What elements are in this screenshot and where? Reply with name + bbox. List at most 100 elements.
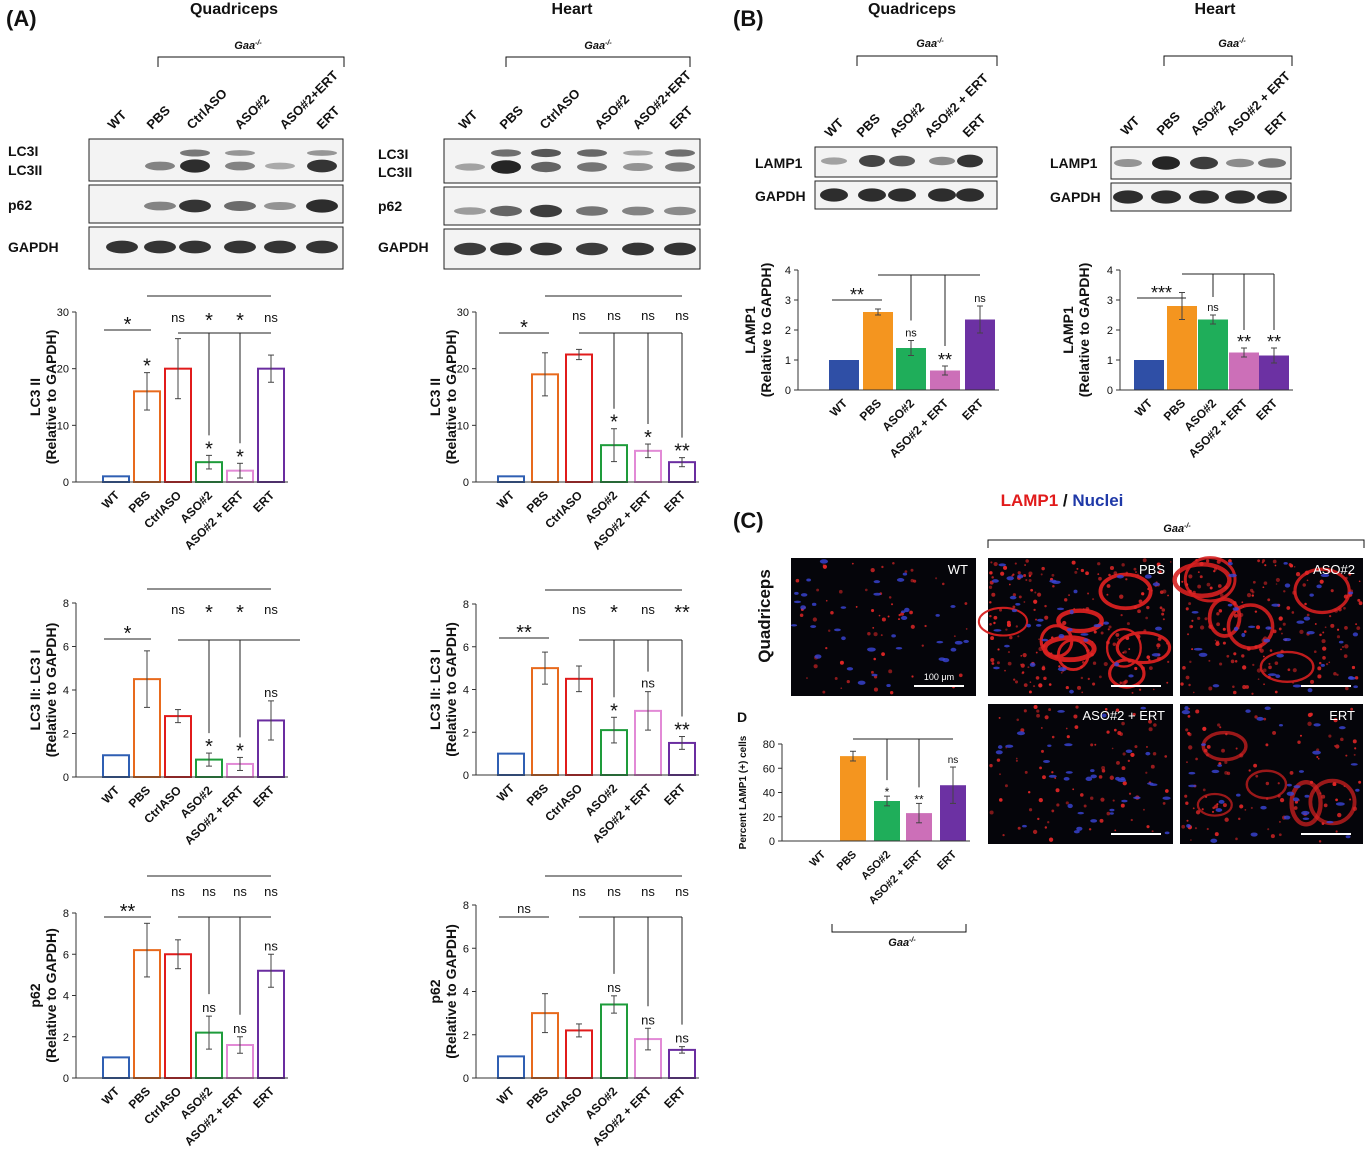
blot-band — [623, 150, 653, 156]
lamp1-puncta — [1216, 622, 1221, 627]
y-tick-label: 2 — [63, 729, 69, 741]
lamp1-puncta — [1316, 755, 1319, 759]
lamp1-puncta — [1044, 604, 1047, 608]
y-tick-label: 6 — [463, 943, 469, 955]
lamp1-puncta — [1265, 743, 1269, 747]
lamp1-puncta — [1199, 575, 1203, 579]
significance-label: ns — [607, 980, 621, 995]
blot-band — [1258, 158, 1286, 168]
lamp1-puncta — [1033, 608, 1036, 612]
nucleus — [1338, 726, 1346, 730]
lamp1-puncta — [1188, 683, 1191, 687]
stained-fiber — [1196, 792, 1233, 817]
lamp1-puncta — [1051, 735, 1055, 739]
lamp1-puncta — [864, 588, 868, 592]
lamp1-puncta — [1033, 599, 1038, 604]
lamp1-puncta — [1340, 648, 1342, 651]
nucleus — [1162, 796, 1171, 800]
blot-band — [225, 150, 255, 156]
lamp1-puncta — [892, 561, 895, 565]
lamp1-puncta — [1190, 625, 1194, 628]
lamp1-puncta — [873, 632, 878, 637]
category-label-ert: ERT — [250, 488, 277, 515]
category-label-pbs: PBS — [524, 781, 551, 808]
lane-label-wt: WT — [105, 107, 130, 132]
nucleus — [1286, 783, 1292, 787]
top-significance-label: ns — [171, 884, 185, 899]
nucleus — [1115, 776, 1121, 781]
lamp1-puncta — [999, 798, 1003, 802]
nucleus — [1307, 688, 1313, 693]
significance-label: ns — [1207, 302, 1219, 314]
category-label-wt: WT — [827, 396, 851, 420]
lamp1-puncta — [881, 617, 886, 622]
y-axis-title: p62 — [427, 979, 443, 1003]
blot-band — [265, 162, 295, 170]
gaa-bracket-d: Gaa-/- — [831, 924, 967, 949]
lamp1-puncta — [1225, 732, 1228, 736]
category-label-ert: ERT — [250, 1084, 277, 1111]
lamp1-puncta — [1317, 757, 1320, 760]
blot-label-gapdh: GAPDH — [755, 188, 806, 204]
y-tick-label: 0 — [463, 477, 469, 489]
lamp1-puncta — [1194, 827, 1198, 830]
nucleus — [1271, 603, 1280, 607]
lamp1-puncta — [1072, 788, 1075, 791]
nucleus — [901, 610, 906, 614]
top-significance-label: ns — [641, 884, 655, 899]
category-label-aso-2-ert: ASO#2 + ERT — [590, 1084, 655, 1149]
lamp1-puncta — [881, 652, 885, 657]
lamp1-puncta — [1345, 686, 1349, 691]
lamp1-puncta — [1125, 573, 1128, 575]
nucleus — [1218, 799, 1225, 804]
bar-wt — [102, 1056, 130, 1079]
nucleus — [814, 654, 822, 659]
lamp1-puncta — [1111, 747, 1114, 750]
lamp1-puncta — [1159, 606, 1163, 610]
lamp1-puncta — [1076, 668, 1079, 671]
panel-label-c: (C) — [733, 508, 764, 533]
lamp1-puncta — [1123, 658, 1126, 661]
nucleus — [1233, 626, 1239, 632]
lamp1-puncta — [1258, 644, 1263, 649]
lamp1-puncta — [1219, 726, 1222, 729]
gaa-bracket-a-quad: Gaa-/- — [157, 40, 345, 67]
micrograph-aso-2: ASO#2 — [1172, 556, 1363, 696]
lamp1-puncta — [1282, 622, 1286, 626]
top-significance-label: ns — [675, 308, 689, 323]
lamp1-puncta — [1041, 749, 1044, 753]
significance-label: * — [610, 700, 618, 722]
nucleus — [1133, 796, 1141, 800]
lamp1-puncta — [1328, 614, 1332, 618]
lamp1-puncta — [1224, 585, 1228, 590]
blot-band — [530, 204, 562, 218]
lamp1-puncta — [1241, 654, 1245, 658]
lamp1-puncta — [1342, 646, 1344, 648]
blot-band — [1226, 158, 1254, 168]
lamp1-puncta — [1116, 760, 1120, 765]
lamp1-puncta — [1279, 797, 1285, 803]
lamp1-puncta — [1028, 571, 1033, 576]
lamp1-puncta — [1018, 595, 1022, 599]
category-label-wt: WT — [99, 488, 123, 512]
y-tick-label: 8 — [463, 599, 469, 611]
lamp1-puncta — [1128, 648, 1131, 650]
nucleus — [1080, 633, 1089, 636]
lamp1-puncta — [1297, 740, 1301, 744]
lamp1-puncta — [1318, 840, 1322, 843]
blot-band — [888, 188, 916, 202]
lamp1-puncta — [1085, 571, 1089, 576]
lamp1-puncta — [1112, 642, 1117, 646]
lamp1-puncta — [1065, 727, 1068, 730]
lamp1-puncta — [1343, 606, 1346, 610]
lamp1-puncta — [999, 608, 1003, 612]
blot-band — [179, 240, 211, 254]
lamp1-puncta — [1332, 782, 1337, 787]
wt-pbs-significance: ** — [850, 285, 864, 305]
lamp1-puncta — [881, 565, 884, 569]
lamp1-puncta — [1212, 627, 1215, 630]
wt-pbs-significance: * — [124, 623, 132, 645]
category-label-pbs: PBS — [126, 1084, 153, 1111]
lamp1-puncta — [1117, 731, 1122, 735]
lamp1-puncta — [1025, 578, 1028, 582]
